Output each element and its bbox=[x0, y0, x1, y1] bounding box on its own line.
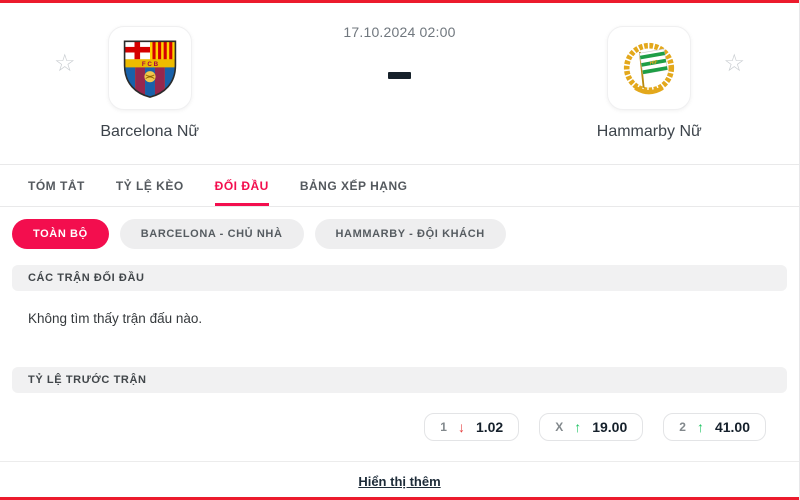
show-more-link[interactable]: Hiển thị thêm bbox=[358, 474, 441, 489]
odds-value-away: 41.00 bbox=[714, 419, 750, 435]
score-placeholder-dash bbox=[388, 72, 411, 79]
match-datetime: 17.10.2024 02:00 bbox=[343, 24, 456, 40]
home-team-block: F C B Barcelona Nữ bbox=[0, 26, 300, 141]
h2h-filter-row: TOÀN BỘ BARCELONA - CHỦ NHÀ HAMMARBY - Đ… bbox=[12, 219, 787, 249]
filter-home-team-button[interactable]: BARCELONA - CHỦ NHÀ bbox=[119, 219, 304, 249]
barcelona-crest-icon: F C B bbox=[123, 40, 176, 98]
no-matches-message: Không tìm thấy trận đấu nào. bbox=[28, 311, 203, 326]
tab-head-to-head[interactable]: ĐỐI ĐẦU bbox=[214, 165, 269, 206]
odds-label-1: 1 bbox=[440, 420, 447, 434]
odds-home-win[interactable]: 1 ↓ 1.02 bbox=[424, 413, 520, 441]
away-team-logo-card[interactable]: HIF bbox=[607, 26, 692, 110]
prematch-odds-section-header: TỶ LỆ TRƯỚC TRẬN bbox=[12, 367, 787, 393]
away-team-block: HIF Hammarby Nữ bbox=[500, 26, 800, 141]
svg-text:F C B: F C B bbox=[142, 61, 159, 68]
hammarby-crest-icon: HIF bbox=[624, 42, 675, 95]
svg-text:HIF: HIF bbox=[650, 59, 659, 66]
odds-away-win[interactable]: 2 ↑ 41.00 bbox=[663, 413, 766, 441]
h2h-section-header: CÁC TRẬN ĐỐI ĐẦU bbox=[12, 265, 787, 291]
bottom-accent-line bbox=[0, 497, 799, 500]
away-team-name[interactable]: Hammarby Nữ bbox=[596, 123, 702, 140]
odds-label-2: 2 bbox=[679, 420, 686, 434]
divider bbox=[0, 461, 799, 462]
home-team-name[interactable]: Barcelona Nữ bbox=[100, 123, 200, 140]
prematch-odds-section-title: TỶ LỆ TRƯỚC TRẬN bbox=[28, 374, 147, 386]
trend-up-arrow-icon: ↑ bbox=[696, 419, 704, 435]
trend-down-arrow-icon: ↓ bbox=[457, 419, 465, 435]
odds-value-draw: 19.00 bbox=[592, 419, 628, 435]
tab-standings[interactable]: BẢNG XẾP HẠNG bbox=[299, 178, 408, 193]
tab-odds[interactable]: TỶ LỆ KÈO bbox=[115, 178, 184, 193]
filter-all-button[interactable]: TOÀN BỘ bbox=[12, 219, 109, 249]
favorite-star-icon-home[interactable]: ☆ bbox=[54, 50, 76, 77]
favorite-star-icon-away[interactable]: ☆ bbox=[723, 50, 745, 77]
tab-bar: TÓM TẮT TỶ LỆ KÈO ĐỐI ĐẦU BẢNG XẾP HẠNG bbox=[0, 164, 799, 207]
tab-summary[interactable]: TÓM TẮT bbox=[28, 178, 85, 193]
top-accent-line bbox=[0, 0, 799, 3]
home-team-logo-card[interactable]: F C B bbox=[107, 26, 192, 110]
match-header: ☆ ☆ bbox=[0, 0, 799, 164]
odds-value-home: 1.02 bbox=[475, 419, 504, 435]
odds-row: 1 ↓ 1.02 X ↑ 19.00 2 ↑ 41.00 bbox=[0, 413, 766, 441]
filter-away-team-button[interactable]: HAMMARBY - ĐỘI KHÁCH bbox=[314, 219, 506, 249]
h2h-section-title: CÁC TRẬN ĐỐI ĐẦU bbox=[28, 272, 145, 284]
trend-up-arrow-icon: ↑ bbox=[574, 419, 582, 435]
odds-label-x: X bbox=[555, 420, 564, 434]
odds-draw[interactable]: X ↑ 19.00 bbox=[539, 413, 644, 441]
match-info-center: 17.10.2024 02:00 bbox=[300, 24, 500, 79]
